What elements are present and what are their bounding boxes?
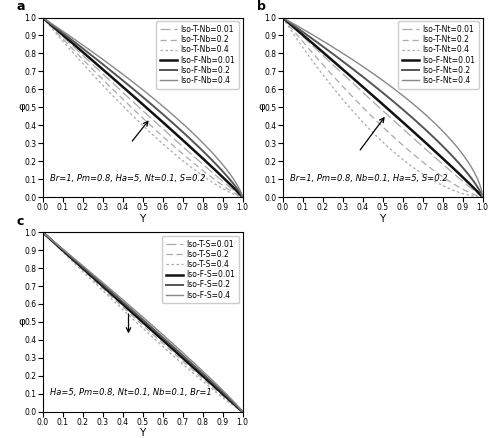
Text: a: a	[16, 0, 25, 13]
X-axis label: Y: Y	[380, 214, 386, 224]
Text: Br=1, Pm=0.8, Nb=0.1, Ha=5, S=0.2: Br=1, Pm=0.8, Nb=0.1, Ha=5, S=0.2	[290, 174, 448, 183]
Y-axis label: φ: φ	[258, 102, 265, 112]
Legend: Iso-T-Nb=0.01, Iso-T-Nb=0.2, Iso-T-Nb=0.4, Iso-F-Nb=0.01, Iso-F-Nb=0.2, Iso-F-Nb: Iso-T-Nb=0.01, Iso-T-Nb=0.2, Iso-T-Nb=0.…	[156, 21, 238, 89]
Legend: Iso-T-S=0.01, Iso-T-S=0.2, Iso-T-S=0.4, Iso-F-S=0.01, Iso-F-S=0.2, Iso-F-S=0.4: Iso-T-S=0.01, Iso-T-S=0.2, Iso-T-S=0.4, …	[162, 236, 238, 304]
X-axis label: Y: Y	[140, 428, 145, 438]
Y-axis label: φ: φ	[18, 102, 25, 112]
X-axis label: Y: Y	[140, 214, 145, 224]
Text: b: b	[256, 0, 266, 13]
Text: c: c	[16, 215, 24, 228]
Y-axis label: φ: φ	[18, 317, 25, 327]
Text: Ha=5, Pm=0.8, Nt=0.1, Nb=0.1, Br=1: Ha=5, Pm=0.8, Nt=0.1, Nb=0.1, Br=1	[50, 389, 212, 397]
Legend: Iso-T-Nt=0.01, Iso-T-Nt=0.2, Iso-T-Nt=0.4, Iso-F-Nt=0.01, Iso-F-Nt=0.2, Iso-F-Nt: Iso-T-Nt=0.01, Iso-T-Nt=0.2, Iso-T-Nt=0.…	[398, 21, 478, 89]
Text: Br=1, Pm=0.8, Ha=5, Nt=0.1, S=0.2: Br=1, Pm=0.8, Ha=5, Nt=0.1, S=0.2	[50, 174, 206, 183]
